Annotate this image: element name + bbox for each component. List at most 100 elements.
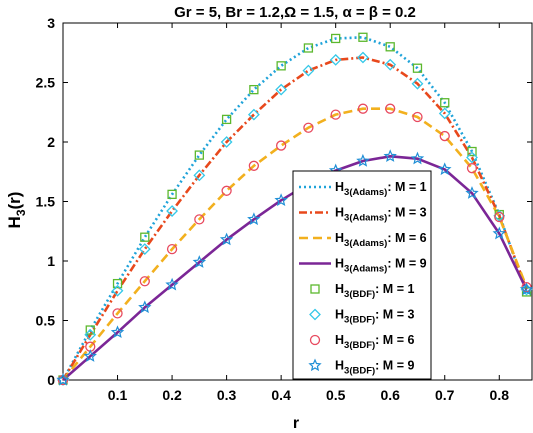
data-point-bdf-diamond: [357, 51, 369, 64]
x-tick-label: 0.8: [490, 387, 510, 403]
y-tick-label: 0.5: [36, 313, 56, 329]
data-point-bdf-circle: [439, 130, 450, 142]
data-point-bdf-star: [110, 325, 125, 339]
data-point-bdf-star: [410, 151, 425, 165]
data-point-bdf-diamond: [84, 328, 97, 341]
data-point-bdf-square: [467, 146, 477, 157]
x-tick-label: 0.3: [217, 387, 237, 403]
data-point-bdf-star: [356, 153, 370, 167]
data-point-bdf-square: [440, 98, 450, 108]
y-axis-label-text: H3(r): [5, 192, 28, 229]
data-point-bdf-diamond: [411, 77, 424, 90]
data-point-bdf-circle: [166, 243, 178, 255]
y-tick-label: 2.5: [36, 75, 56, 91]
data-point-bdf-circle: [466, 163, 478, 174]
data-point-bdf-circle: [330, 109, 341, 120]
data-point-bdf-square: [167, 189, 177, 200]
legend-entry-label: H3(Adams): M = 9: [335, 257, 427, 275]
legend-entry-label: H3(BDF): M = 1: [335, 282, 414, 300]
data-point-bdf-square: [412, 63, 423, 73]
y-tick-label: 3: [47, 15, 55, 31]
chart-title: Gr = 5, Br = 1.2,Ω = 1.5, α = β = 0.2: [174, 4, 416, 21]
data-point-bdf-diamond: [275, 83, 288, 96]
data-point-bdf-star: [247, 212, 261, 226]
data-point-bdf-star: [83, 349, 97, 362]
data-point-bdf-square: [85, 325, 95, 335]
y-axis-ticks: 0 0.5 1 1.5 2 2.5 3: [36, 15, 532, 388]
data-point-bdf-star: [383, 149, 397, 162]
data-point-bdf-star: [165, 277, 179, 291]
y-axis-label: H3(r): [5, 192, 28, 229]
data-point-bdf-circle: [385, 103, 396, 114]
legend: H3(Adams): M = 1 H3(Adams): M = 3 H3(Adams…: [292, 170, 432, 380]
data-point-bdf-diamond: [247, 108, 260, 121]
data-point-bdf-star: [492, 226, 506, 240]
legend-entry-label: H3(Adams): M = 1: [335, 180, 427, 198]
data-point-bdf-diamond: [220, 136, 233, 148]
data-point-bdf-star: [465, 186, 479, 199]
x-tick-label: 0.4: [271, 387, 291, 403]
x-tick-label: 0.1: [108, 387, 128, 403]
legend-entry-label: H3(Adams): M = 3: [335, 206, 427, 224]
data-point-bdf-square: [249, 84, 259, 95]
legend-swatch-marker: [309, 308, 321, 321]
data-point-bdf-square: [521, 287, 532, 297]
data-point-bdf-diamond: [329, 53, 342, 66]
data-point-bdf-circle: [412, 111, 423, 123]
data-point-bdf-diamond: [384, 58, 397, 71]
legend-swatch-marker: [308, 358, 322, 372]
data-point-bdf-circle: [139, 276, 150, 287]
legend-entry-label: H3(BDF): M = 9: [335, 359, 414, 377]
data-point-bdf-square: [140, 232, 150, 242]
x-tick-label: 0.2: [162, 387, 182, 403]
series-line-adams-m3: [61, 56, 528, 381]
data-point-bdf-circle: [248, 160, 260, 171]
data-point-bdf-circle: [275, 140, 287, 151]
data-point-bdf-square: [112, 278, 123, 289]
data-point-bdf-square: [276, 61, 286, 71]
data-point-bdf-diamond: [193, 169, 206, 182]
data-point-bdf-circle: [221, 185, 232, 196]
x-tick-label: 0.7: [435, 387, 455, 403]
legend-swatch-marker: [310, 284, 320, 294]
series-line-adams-m1: [61, 35, 528, 381]
data-point-bdf-star: [519, 282, 533, 296]
data-point-bdf-circle: [194, 214, 205, 225]
data-point-bdf-square: [358, 32, 368, 42]
data-point-bdf-diamond: [302, 64, 315, 77]
x-axis-ticks: 0.1 0.2 0.3 0.4 0.5 0.6 0.7 0.8: [108, 23, 509, 403]
data-point-bdf-diamond: [438, 107, 451, 120]
y-tick-label: 0: [47, 372, 55, 388]
legend-entry-label: H3(BDF): M = 3: [335, 308, 414, 326]
x-axis-label: r: [293, 415, 299, 432]
data-point-bdf-circle: [357, 103, 369, 114]
data-point-bdf-circle: [112, 308, 123, 319]
y-tick-label: 2: [47, 134, 55, 150]
data-point-bdf-diamond: [111, 284, 124, 297]
series-markers: [56, 32, 533, 386]
data-point-bdf-circle: [494, 211, 505, 223]
x-tick-label: 0.5: [326, 387, 346, 403]
y-tick-label: 1.5: [36, 194, 56, 210]
data-point-bdf-square: [194, 150, 204, 160]
data-point-bdf-square: [385, 42, 395, 52]
legend-swatch-marker: [309, 334, 321, 346]
legend-entry-label: H3(Adams): M = 6: [335, 231, 427, 249]
data-point-bdf-star: [56, 372, 70, 386]
data-point-bdf-star: [192, 255, 207, 268]
data-point-bdf-square: [303, 43, 314, 53]
series-line-adams-m6: [61, 107, 528, 381]
data-point-bdf-star: [437, 162, 452, 176]
legend-entry-label: H3(BDF): M = 6: [335, 333, 414, 351]
data-point-bdf-diamond: [466, 151, 478, 164]
x-tick-label: 0.6: [380, 387, 400, 403]
data-point-bdf-square: [331, 33, 341, 44]
data-point-bdf-star: [138, 300, 152, 314]
data-point-bdf-diamond: [166, 205, 178, 217]
data-point-bdf-star: [274, 193, 288, 207]
data-point-bdf-star: [219, 232, 234, 246]
data-point-bdf-circle: [303, 122, 314, 133]
data-point-bdf-square: [221, 114, 232, 125]
y-tick-label: 1: [47, 253, 55, 269]
